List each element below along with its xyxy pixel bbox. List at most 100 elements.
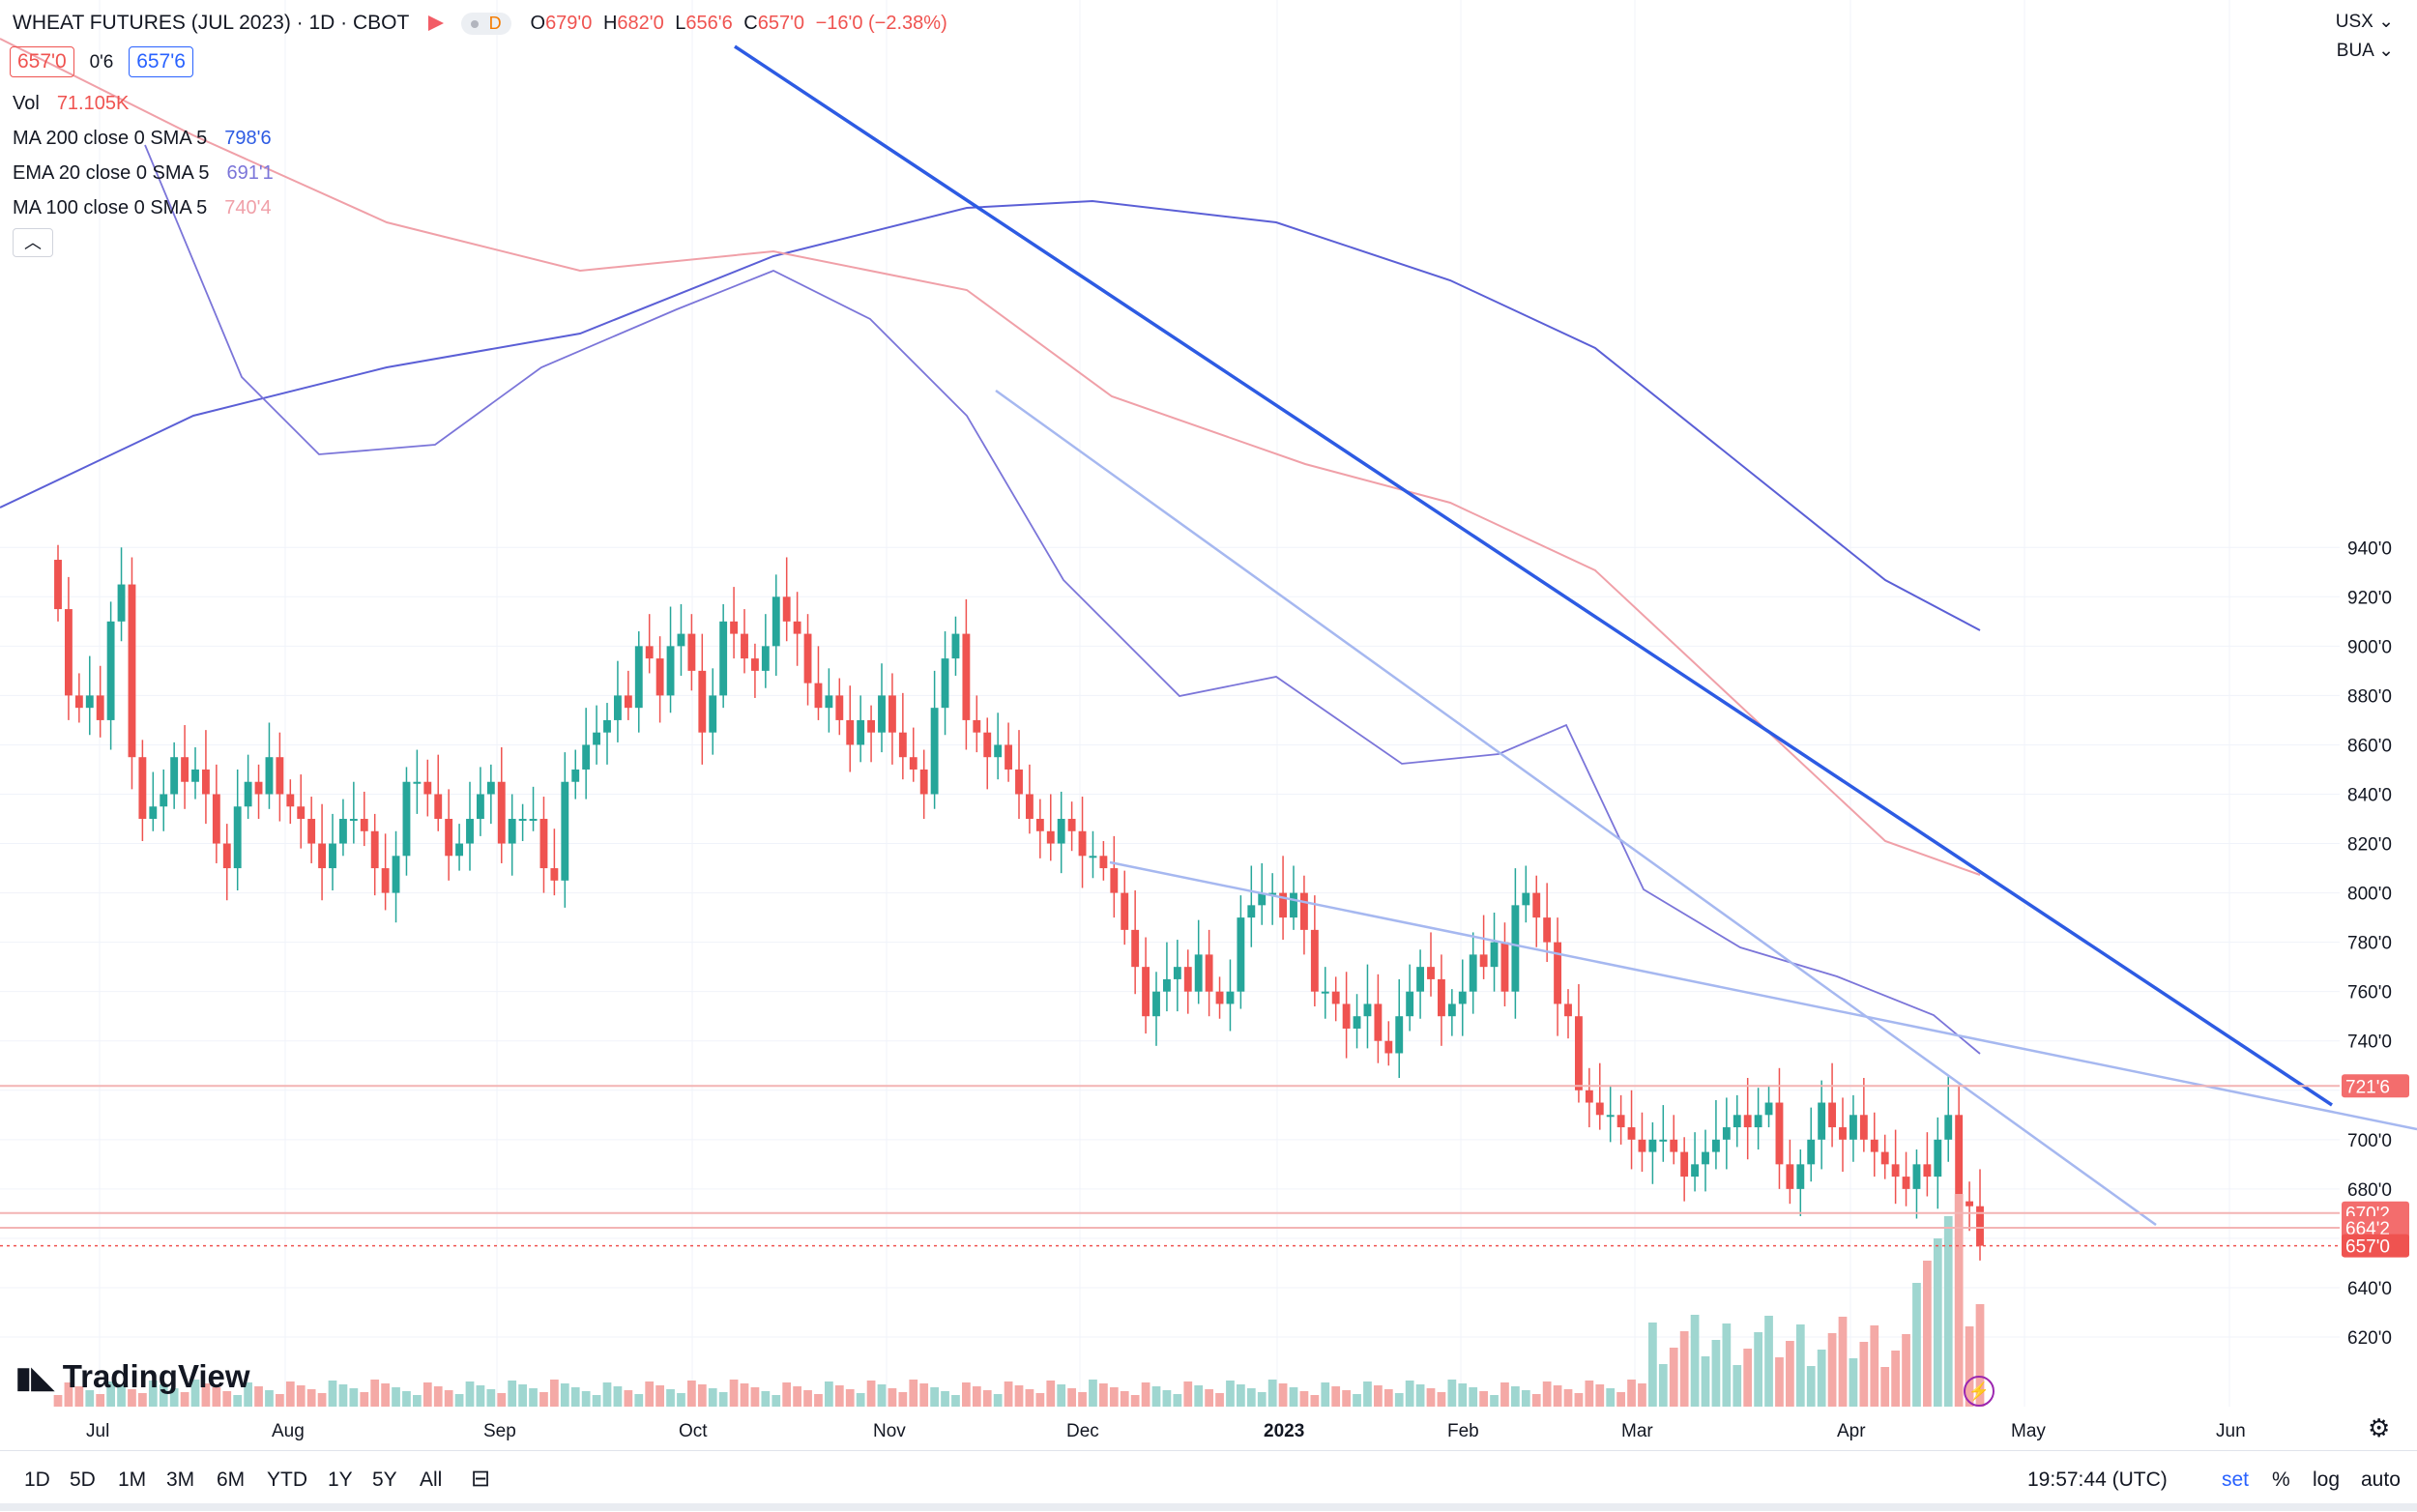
volume-bar [465,1381,475,1407]
candle-body [750,658,759,671]
volume-bar [1933,1238,1942,1407]
currency-label: USX [2335,12,2373,32]
volume-bar [1237,1384,1245,1407]
volume-bar [1733,1365,1742,1407]
volume-bar [1563,1389,1573,1407]
tv-logo-icon: ▮◣ [15,1362,54,1394]
candle-body [1818,1102,1826,1140]
indicator-volume[interactable]: Vol 71.105K [13,93,130,114]
volume-bar [159,1384,168,1407]
range-5y[interactable]: 5Y [372,1468,397,1491]
candle-body [402,781,411,857]
candle-body [466,819,474,844]
percent-toggle[interactable]: % [2272,1468,2290,1491]
log-toggle[interactable]: log [2313,1468,2341,1491]
candle-body [1215,991,1224,1004]
range-1y[interactable]: 1Y [328,1468,353,1491]
settings-gear-icon[interactable]: ⚙ [2368,1413,2391,1442]
volume-bar [1490,1395,1499,1407]
volume-bar [1046,1381,1056,1407]
volume-bar [1342,1390,1351,1407]
volume-bar [1299,1391,1309,1407]
candle-body [1912,1164,1921,1189]
candle-body [613,695,622,720]
candle-body [96,695,104,720]
candle-body [508,819,516,844]
candle-body [561,781,569,881]
volume-bar [1057,1384,1066,1407]
candle-body [867,719,876,733]
price-label-box [2342,1234,2409,1258]
volume-bar [697,1384,707,1407]
candle-body [898,732,907,758]
candle-body [1500,942,1509,992]
indicator-ma100[interactable]: MA 100 close 0 SMA 5 740'4 [13,197,272,218]
ema20-line [144,144,1981,1055]
volume-bar [898,1392,908,1407]
volume-bar [476,1385,485,1407]
scale-unit[interactable]: USX ⌄ BUA ⌄ [2336,8,2394,66]
range-1d[interactable]: 1D [24,1468,50,1491]
candle-body [835,695,844,720]
volume-bar [1521,1390,1530,1407]
session-toggle[interactable]: set [2222,1468,2250,1491]
range-all[interactable]: All [420,1468,443,1491]
volume-bar [53,1395,63,1407]
volume-bar [381,1383,390,1407]
volume-bar [550,1380,559,1407]
candle-body [1268,892,1277,895]
volume-bar [1912,1283,1921,1407]
candle-body [486,781,495,795]
candle-body [1902,1177,1910,1189]
range-5d[interactable]: 5D [70,1468,96,1491]
volume-bar [877,1384,887,1407]
candle-body [1944,1115,1953,1140]
buy-button[interactable]: 657'6 [129,46,193,77]
candle-body [85,695,94,709]
candle-body [1702,1151,1709,1165]
volume-bar [602,1382,612,1407]
y-tick-label: 620'0 [2347,1328,2392,1349]
candle-body [951,633,960,659]
flag-icon[interactable] [427,15,444,32]
auto-toggle[interactable]: auto [2361,1468,2401,1491]
y-tick-label: 700'0 [2347,1131,2392,1151]
candle-body [370,830,379,869]
bottom-toolbar: 1D 5D 1M 3M 6M YTD 1Y 5Y All ⊟ 19:57:44 … [0,1450,2417,1512]
calendar-range-icon[interactable]: ⊟ [471,1466,491,1492]
candle-body [930,708,939,795]
candle-body [117,584,126,622]
lightning-icon[interactable]: ⚡ [1964,1376,1995,1407]
sell-button[interactable]: 657'0 [10,46,74,77]
candle-body [1406,991,1414,1017]
volume-bar [96,1394,105,1407]
symbol-title[interactable]: WHEAT FUTURES (JUL 2023) · 1D · CBOT D O… [13,12,947,35]
volume-bar [687,1381,696,1407]
indicator-ma200[interactable]: MA 200 close 0 SMA 5 798'6 [13,128,272,149]
candle-body [1955,1115,1964,1202]
volume-bar [560,1383,569,1407]
volume-bar [1891,1351,1900,1407]
volume-bar [338,1384,348,1407]
volume-bar [1394,1393,1404,1407]
candle-body [1490,942,1499,968]
range-ytd[interactable]: YTD [267,1468,307,1491]
volume-bar [497,1393,507,1407]
market-status-badge[interactable]: D [460,13,511,35]
volume-bar [1669,1348,1678,1407]
volume-bar [1014,1385,1024,1407]
price-chart[interactable]: 620'0640'0660'0680'0700'0720'0740'0760'0… [0,0,2417,1450]
candle-body [1226,991,1235,1004]
volume-bar [750,1387,760,1407]
range-3m[interactable]: 3M [166,1468,195,1491]
candle-body [1427,967,1435,979]
range-1m[interactable]: 1M [118,1468,147,1491]
volume-bar [825,1381,833,1407]
indicator-ema20[interactable]: EMA 20 close 0 SMA 5 691'1 [13,162,274,184]
candle-body [160,794,168,807]
collapse-indicators-button[interactable]: ︿ [13,228,53,257]
chevron-down-icon: ⌄ [2378,12,2394,32]
range-6m[interactable]: 6M [217,1468,246,1491]
volume-bar [761,1391,771,1407]
clock-readout[interactable]: 19:57:44 (UTC) [2027,1468,2168,1491]
